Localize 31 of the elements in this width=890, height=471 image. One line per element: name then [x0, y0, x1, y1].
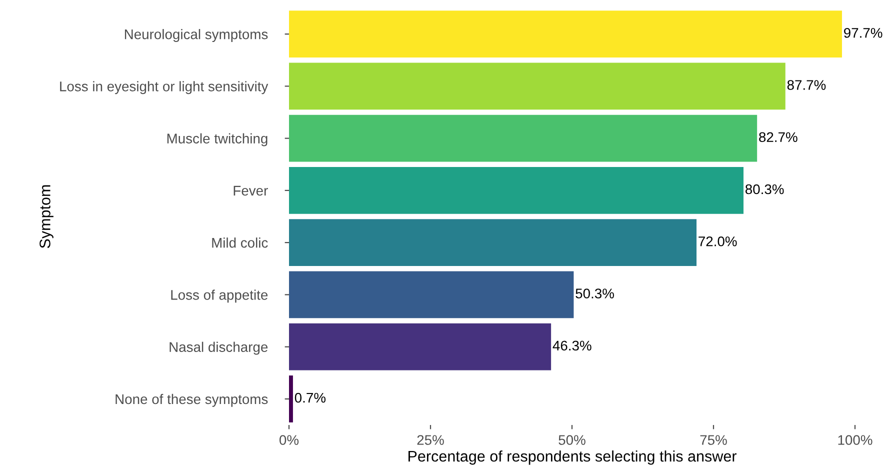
data-label: 97.7%: [844, 28, 882, 38]
data-label: 87.7%: [787, 80, 826, 90]
y-tick-label: Fever: [234, 186, 268, 196]
bar: [289, 219, 697, 266]
y-tick-label: Mild colic: [212, 238, 268, 248]
bar: [289, 62, 786, 110]
data-label: 50.3%: [576, 288, 614, 298]
bar: [289, 271, 574, 318]
bar: [289, 323, 552, 370]
bar: [289, 10, 842, 58]
x-axis-title: Percentage of respondents selecting this answer: [408, 450, 737, 465]
bar: [289, 114, 758, 162]
data-label: 0.7%: [294, 392, 326, 403]
y-tick-label: Loss in eyesight or light sensitivity: [60, 81, 268, 94]
data-label: 72.0%: [698, 236, 737, 246]
x-tick-label: 25%: [417, 435, 444, 445]
x-tick-label: 0%: [280, 435, 299, 445]
x-tick-label: 50%: [558, 435, 586, 445]
x-tick-label: 100%: [838, 435, 872, 445]
y-tick-label: Nasal discharge: [170, 342, 268, 355]
y-tick-label: Muscle twitching: [167, 133, 268, 146]
y-axis-title: Symptom: [40, 185, 54, 248]
y-tick-label: Neurological symptoms: [124, 29, 268, 42]
bar: [289, 166, 744, 214]
y-tick-label: None of these symptoms: [116, 394, 268, 407]
data-label: 46.3%: [552, 340, 592, 351]
x-tick-label: 75%: [700, 435, 727, 445]
data-label: 82.7%: [759, 132, 798, 142]
bar: [289, 375, 293, 422]
data-label: 80.3%: [745, 184, 784, 194]
y-tick-label: Loss of appetite: [171, 290, 268, 303]
